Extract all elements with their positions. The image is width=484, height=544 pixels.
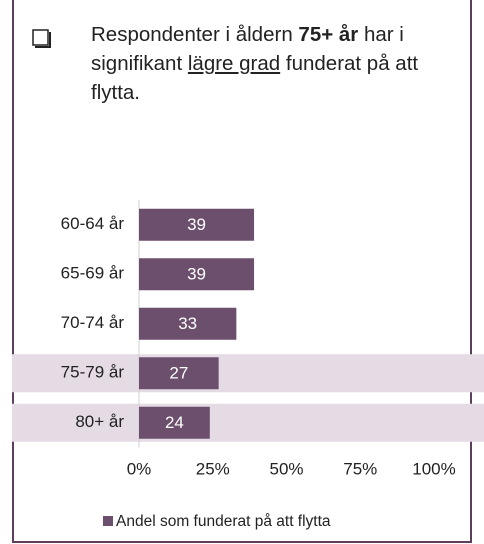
y-tick-label: 80+ år [75,412,124,431]
bar [139,208,255,241]
bar [139,406,210,439]
bullet-shadow [35,32,51,48]
data-label: 33 [178,314,197,333]
data-label: 39 [187,265,206,284]
data-label: 24 [165,413,184,432]
y-tick-label: 60-64 år [61,214,125,233]
data-label: 39 [187,215,206,234]
bar [139,307,237,340]
x-tick-label: 100% [412,459,455,478]
annotation-text: Respondenter i åldern [91,23,293,46]
row-highlight [12,403,484,442]
annotation-text: funderat på att flytta. [91,52,419,104]
x-tick-label: 0% [127,459,152,478]
x-tick-label: 75% [343,459,377,478]
legend-label: Andel som funderat på att flytta [116,513,331,530]
bullet-box [32,29,49,46]
annotation-underline: lägre grad [187,52,281,75]
frame [12,0,472,543]
annotation-bold: 75+ år [298,23,359,46]
annotation-text: har i signifikant [91,23,404,75]
legend-swatch [103,516,113,526]
bar [139,258,255,291]
annotation: Respondenter i åldern 75+ år har i signi… [91,20,461,107]
y-tick-label: 65-69 år [61,264,125,283]
y-tick-label: 75-79 år [61,363,125,382]
y-tick-label: 70-74 år [61,313,125,332]
data-label: 27 [169,364,188,383]
plot: 60-64 år 39 65-69 år 39 70-74 år 33 75-79 år 27… [12,200,484,530]
x-tick-label: 50% [269,459,303,478]
row-highlight [12,354,484,393]
x-tick-label: 25% [196,459,230,478]
bar [139,357,219,390]
